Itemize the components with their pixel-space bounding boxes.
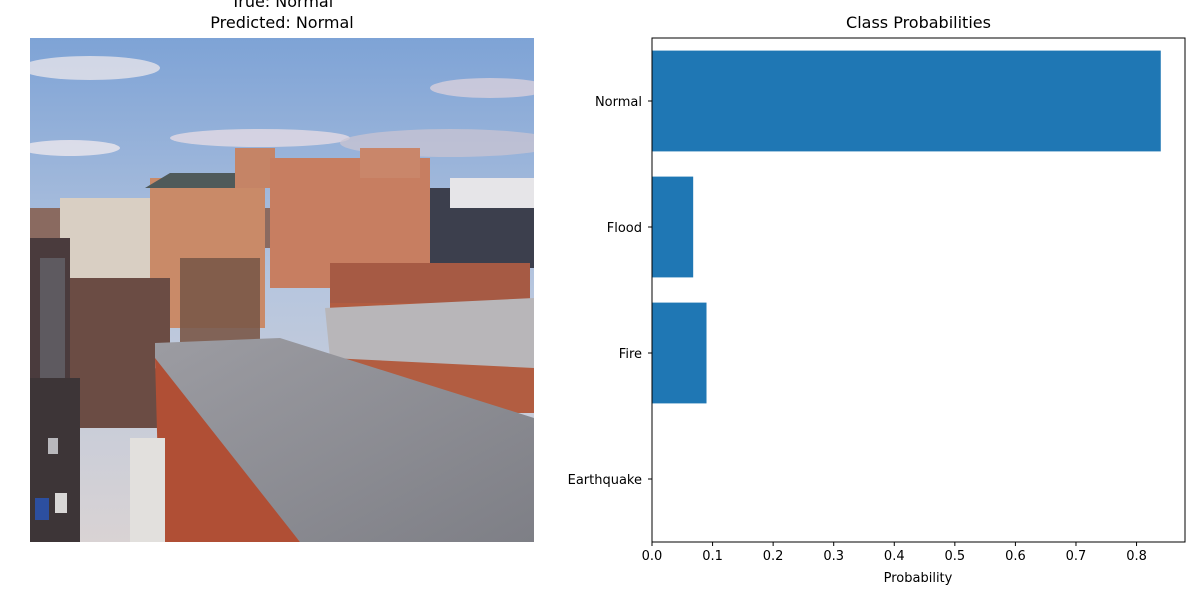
x-tick-label: 0.5 (944, 549, 965, 564)
x-tick-label: 0.8 (1126, 549, 1147, 564)
chart-title: Class Probabilities (846, 13, 991, 32)
x-tick-label: 0.2 (763, 549, 784, 564)
image-title-predicted: Predicted: Normal (210, 13, 354, 32)
bar-flood (652, 176, 694, 278)
x-tick-label: 0.0 (642, 549, 663, 564)
x-tick-label: 0.7 (1066, 549, 1087, 564)
y-tick-label-earthquake: Earthquake (568, 473, 642, 488)
x-tick-label: 0.3 (823, 549, 844, 564)
y-tick-label-fire: Fire (619, 347, 642, 362)
x-tick-label: 0.1 (702, 549, 723, 564)
plot-frame (651, 37, 1186, 543)
image-title-true: True: Normal (230, 0, 334, 11)
bar-fire (652, 302, 707, 404)
y-tick-label-flood: Flood (607, 221, 642, 236)
x-axis-label: Probability (884, 571, 953, 586)
bar-normal (652, 50, 1161, 152)
aerial-city-rooftop-photo (30, 38, 534, 542)
y-tick-label-normal: Normal (595, 95, 642, 110)
x-tick-label: 0.6 (1005, 549, 1026, 564)
x-tick-label: 0.4 (884, 549, 905, 564)
